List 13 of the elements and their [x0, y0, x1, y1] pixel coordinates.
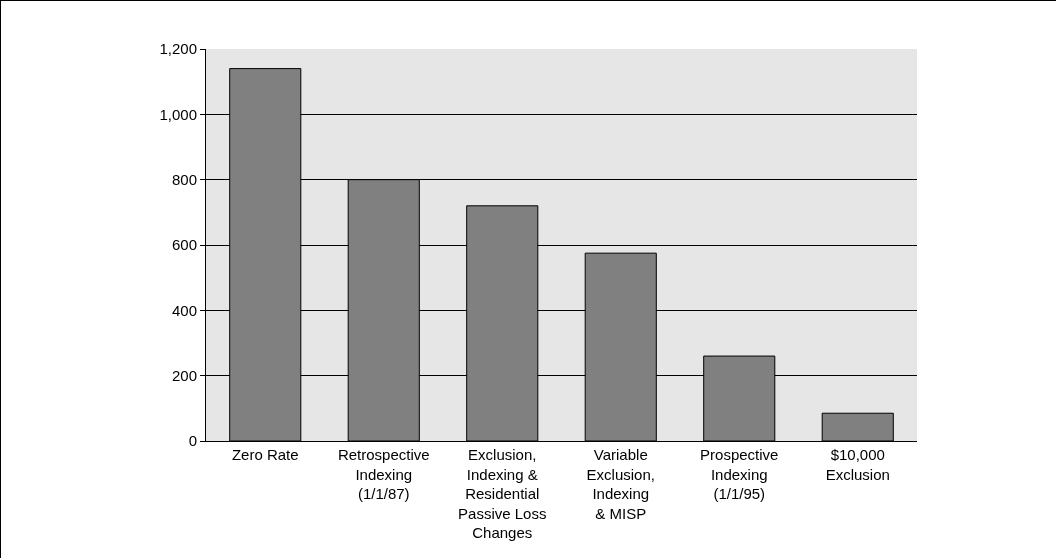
y-tick-label: 1,200 — [159, 40, 197, 58]
x-tick-label: Retrospective Indexing (1/1/87) — [337, 446, 430, 502]
y-tick-label: 600 — [171, 236, 197, 254]
y-tick-label: 400 — [171, 301, 197, 319]
y-tick-label: 1,000 — [159, 105, 197, 123]
x-tick-label: Zero Rate — [231, 446, 299, 463]
x-tick-label: Variable Exclusion, Indexing & MISP — [586, 446, 655, 522]
x-tick-label: $10,000 Exclusion — [825, 446, 890, 483]
y-tick-label: 0 — [188, 432, 197, 450]
x-tick-label: Exclusion, Indexing & Residential Passive Loss Changes — [458, 446, 547, 541]
y-tick-label: 800 — [171, 170, 197, 188]
y-tick-label: 200 — [171, 366, 197, 384]
x-tick-label: Prospective Indexing (1/1/95) — [700, 446, 779, 502]
